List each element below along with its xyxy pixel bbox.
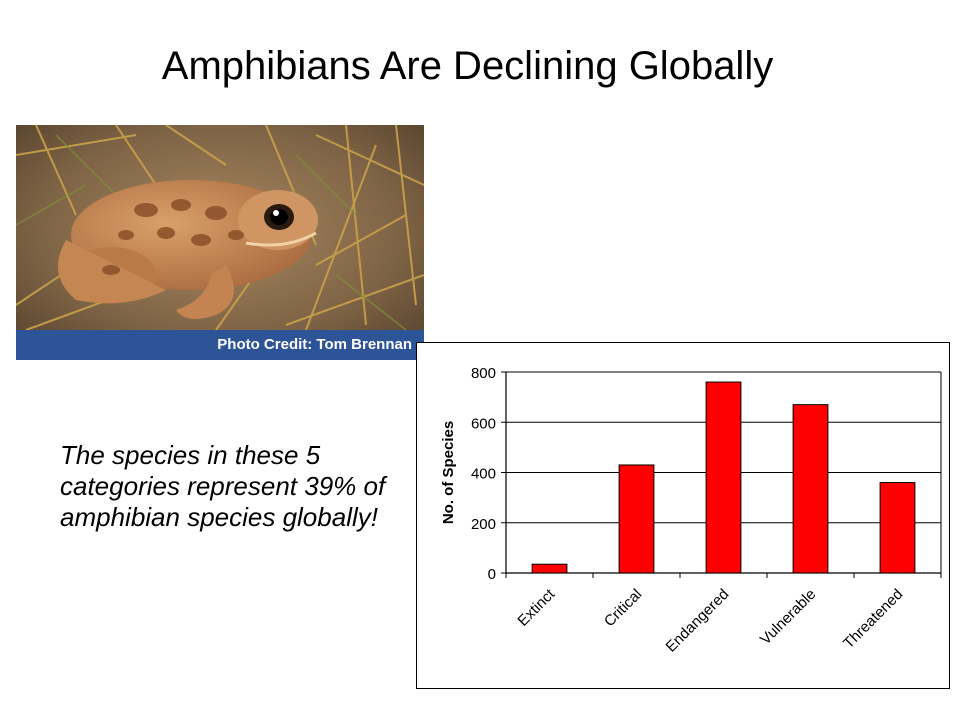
- bar-vulnerable: [792, 404, 829, 574]
- x-tick-label: Extinct: [514, 585, 558, 629]
- caption-text: The species in these 5 categories repres…: [60, 440, 386, 532]
- y-tick-label: 600: [471, 415, 496, 432]
- x-tick-label: Endangered: [663, 586, 733, 656]
- frog-image: [16, 125, 424, 360]
- y-axis-label: No. of Species: [440, 421, 457, 524]
- x-tick-label: Vulnerable: [757, 586, 819, 648]
- x-tick-label: Threatened: [840, 586, 906, 652]
- bar-extinct: [531, 563, 568, 574]
- slide-title: Amphibians Are Declining Globally: [161, 44, 774, 88]
- bar-chart-svg: 0 200 400 600 800 No. of Species Extinct Critic…: [440, 365, 942, 656]
- y-tick-label: 0: [488, 566, 496, 583]
- y-tick-label: 400: [471, 466, 496, 483]
- photo-credit: Photo Credit: Tom Brennan: [16, 330, 424, 360]
- bar-threatened: [879, 482, 916, 574]
- y-tick-label: 800: [471, 365, 496, 382]
- bar-chart: 0 200 400 600 800 No. of Species Extinct Critic…: [416, 342, 950, 689]
- bar-critical: [618, 464, 655, 574]
- frog-photo: Photo Credit: Tom Brennan: [16, 125, 424, 360]
- bar-endangered: [705, 381, 742, 574]
- x-tick-label: Critical: [601, 586, 645, 630]
- y-tick-label: 200: [471, 516, 496, 533]
